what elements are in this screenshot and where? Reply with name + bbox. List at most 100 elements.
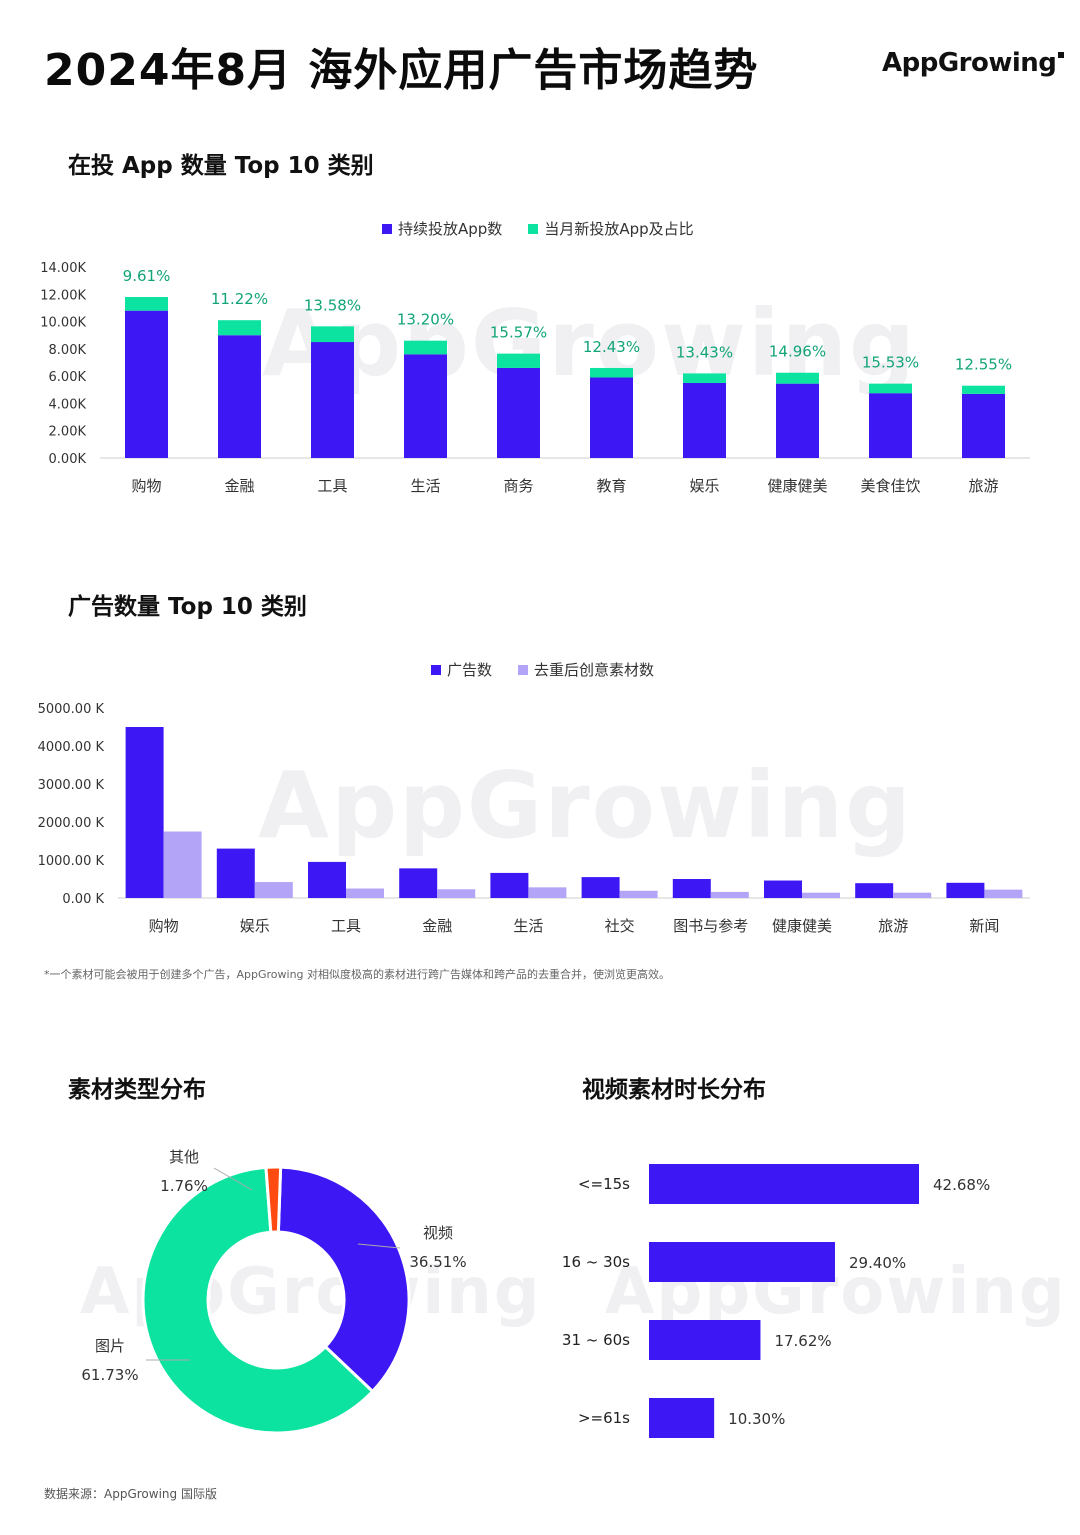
y-tick-label: 2000.00 K (38, 816, 105, 831)
x-tick-label: 购物 (149, 917, 179, 935)
bar-continuing (218, 335, 261, 458)
logo-text: AppGrowing (882, 48, 1057, 78)
bar-new (962, 385, 1005, 394)
bar-new (497, 353, 540, 368)
x-tick-label: 健康健美 (767, 477, 827, 495)
donut-slice (264, 1165, 283, 1234)
y-tick-label: 4.00K (49, 397, 87, 412)
y-tick-label: 0.00K (49, 452, 87, 467)
section-title-video-duration: 视频素材时长分布 (582, 1077, 766, 1103)
legend-swatch-creatives (518, 664, 529, 675)
bar-creatives (528, 887, 567, 898)
appgrowing-logo: AppGrowing (882, 48, 1065, 78)
y-tick-label: 2.00K (49, 425, 87, 440)
x-tick-label: 教育 (596, 477, 626, 495)
x-tick-label: 生活 (410, 477, 440, 495)
x-tick-label: 商务 (503, 477, 533, 495)
bar-continuing (125, 310, 168, 458)
bar-pct-label: 14.96% (769, 343, 826, 361)
legend-item-new: 当月新投放App及占比 (528, 218, 694, 239)
hbar-value-label: 42.68% (933, 1176, 990, 1194)
bar-continuing (311, 342, 354, 458)
y-tick-label: 0.00 K (62, 892, 104, 907)
y-tick-label: 14.00K (40, 261, 86, 276)
bar-continuing (404, 354, 447, 458)
section-title-material-type: 素材类型分布 (68, 1077, 206, 1103)
hbar-value-label: 29.40% (849, 1254, 906, 1272)
hbar-value-label: 10.30% (728, 1410, 785, 1428)
bar-creatives (163, 831, 202, 898)
bar-creatives (893, 892, 932, 898)
bar-new (311, 326, 354, 343)
bar-new (404, 340, 447, 355)
donut-leader-line (213, 1167, 253, 1191)
bar-new (869, 383, 912, 394)
y-tick-label: 3000.00 K (38, 778, 105, 793)
bar-new (125, 297, 168, 311)
bar-pct-label: 13.58% (304, 296, 361, 314)
legend-apps: 持续投放App数 当月新投放App及占比 (382, 218, 694, 239)
x-tick-label: 旅游 (968, 477, 998, 495)
hbar-category-label: 31 ~ 60s (562, 1331, 630, 1349)
hbar-category-label: <=15s (578, 1175, 630, 1193)
donut-leader-line (357, 1243, 401, 1249)
video-duration-hbar-chart: <=15s 42.68% 16 ~ 30s 29.40% 31 ~ 60s 17.62% >… (562, 1164, 990, 1438)
hbar-category-label: >=61s (578, 1409, 630, 1427)
bar-continuing (497, 367, 540, 458)
bar-creatives (710, 891, 749, 898)
legend-swatch-continuing (382, 223, 392, 234)
legend-ads: 广告数 去重后创意素材数 (431, 659, 654, 680)
bar-ads (216, 848, 255, 898)
bar-ads (125, 727, 164, 898)
x-tick-label: 娱乐 (689, 477, 719, 495)
hbar-category-label: 16 ~ 30s (562, 1253, 630, 1271)
ads-grouped-bar-chart: 0.00 K 1000.00 K 2000.00 K 3000.00 K 4000.00… (38, 702, 1030, 935)
hbar (649, 1320, 761, 1360)
donut-slice-pct: 1.76% (160, 1177, 208, 1195)
bar-creatives (346, 888, 384, 898)
bar-continuing (683, 382, 726, 458)
x-tick-label: 娱乐 (240, 917, 270, 935)
hbar-value-label: 17.62% (774, 1332, 831, 1350)
legend-item-continuing: 持续投放App数 (382, 218, 502, 239)
legend-label-new: 当月新投放App及占比 (544, 220, 694, 238)
bar-pct-label: 12.43% (583, 338, 640, 356)
bar-pct-label: 12.55% (955, 356, 1012, 374)
x-tick-label: 工具 (331, 917, 361, 935)
bar-ads (399, 868, 438, 898)
donut-slice-label: 视频 (423, 1224, 453, 1242)
bar-pct-label: 11.22% (211, 290, 268, 308)
hbar (649, 1242, 835, 1282)
bar-continuing (962, 393, 1005, 458)
x-tick-label: 健康健美 (772, 917, 832, 935)
legend-label-continuing: 持续投放App数 (398, 220, 503, 238)
bar-creatives (802, 892, 840, 898)
bar-continuing (590, 377, 633, 458)
bar-continuing (776, 383, 819, 458)
material-type-donut-chart: 视频 36.51% 图片 61.73% 其他 1.76% (81, 1148, 467, 1435)
bar-ads (672, 879, 711, 898)
x-tick-label: 购物 (131, 477, 161, 495)
bar-pct-label: 13.43% (676, 343, 733, 361)
legend-item-ads: 广告数 (431, 659, 492, 680)
y-tick-label: 5000.00 K (38, 702, 105, 717)
donut-slice-pct: 36.51% (409, 1253, 466, 1271)
x-tick-label: 金融 (224, 477, 254, 495)
legend-swatch-new (528, 223, 539, 234)
donut-slice-label: 其他 (169, 1148, 199, 1166)
donut-slice (141, 1165, 375, 1435)
x-tick-label: 生活 (513, 917, 543, 935)
bar-ads (946, 882, 985, 898)
bar-ads (764, 880, 802, 898)
bar-pct-label: 15.57% (490, 324, 547, 342)
bar-new (218, 320, 261, 336)
x-tick-label: 图书与参考 (673, 917, 748, 935)
x-tick-label: 工具 (317, 477, 347, 495)
footnote: *一个素材可能会被用于创建多个广告，AppGrowing 对相似度极高的素材进行… (44, 968, 671, 981)
hbar (649, 1164, 919, 1204)
legend-swatch-ads (431, 664, 441, 675)
apps-stacked-bar-chart: 0.00K 2.00K 4.00K 6.00K 8.00K 10.00K 12.00K 14.… (40, 261, 1030, 495)
y-tick-label: 1000.00 K (38, 854, 105, 869)
y-tick-label: 6.00K (49, 370, 87, 385)
bar-creatives (619, 890, 658, 898)
